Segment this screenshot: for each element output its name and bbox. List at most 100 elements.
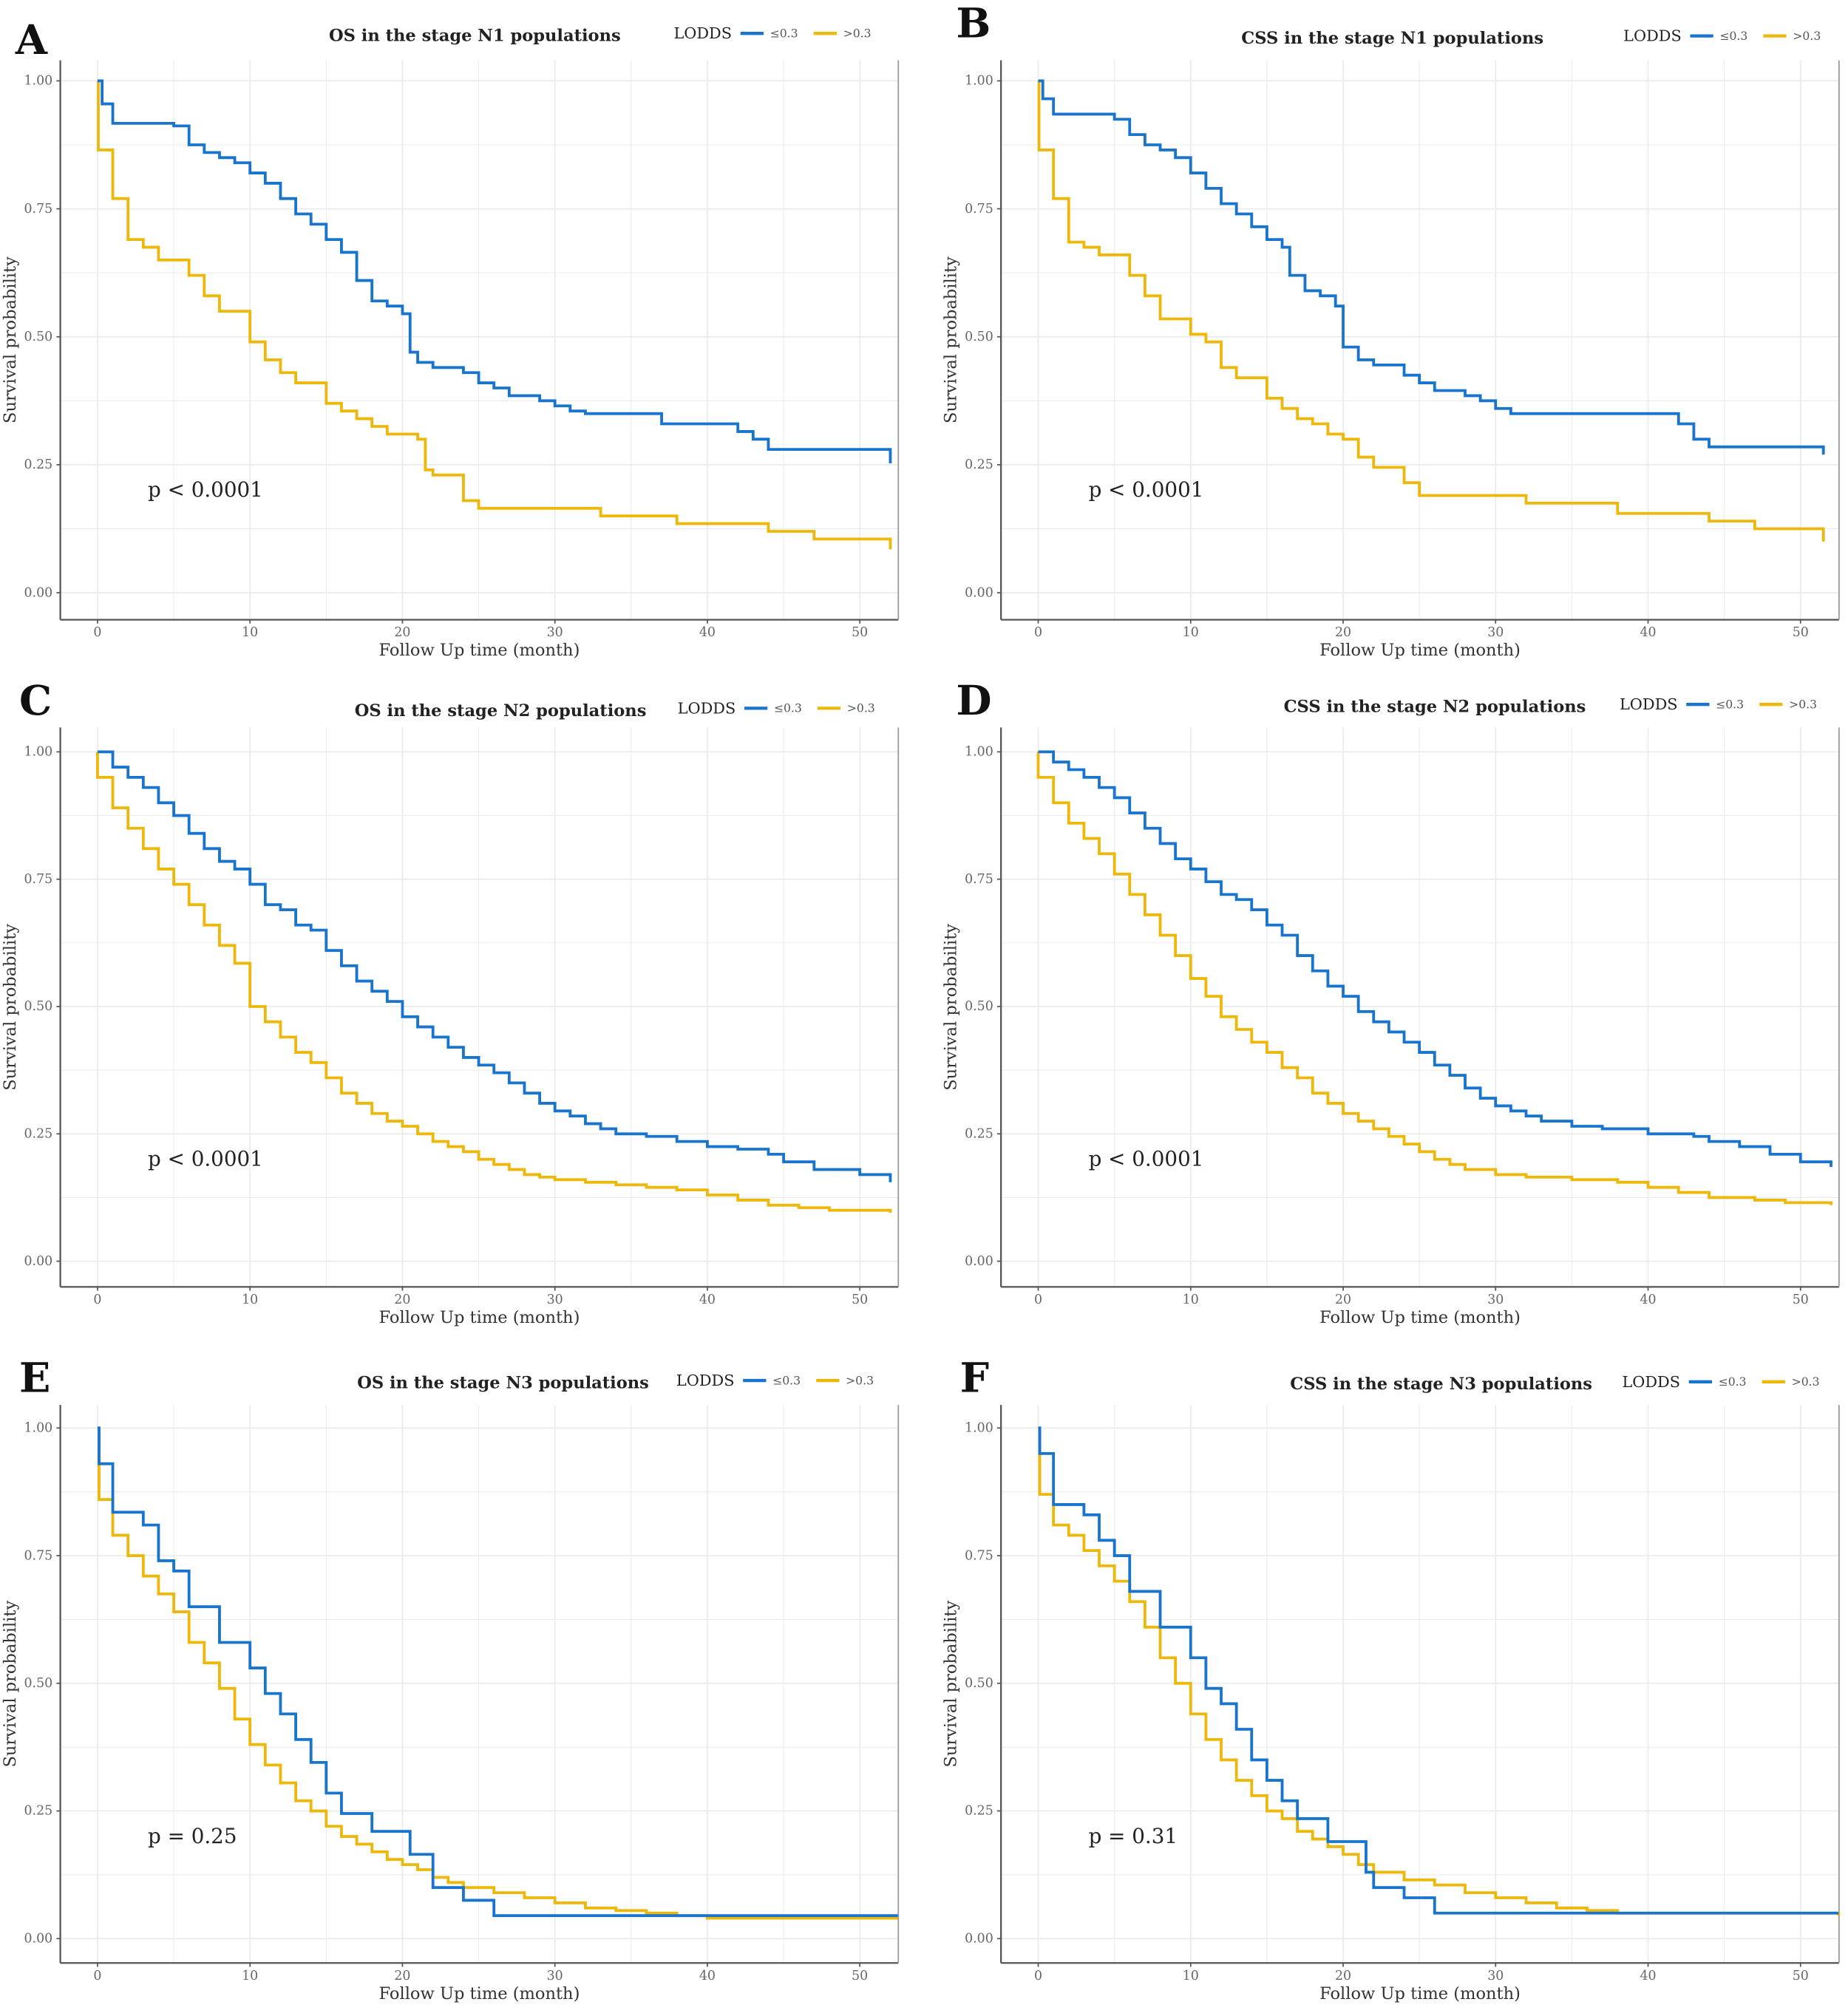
x-tick-label: 50 bbox=[852, 625, 868, 640]
x-tick-label: 30 bbox=[1487, 1969, 1504, 1983]
panel-letter: E bbox=[19, 1355, 50, 1403]
x-axis-label: Follow Up time (month) bbox=[378, 1308, 580, 1327]
survival-curve-low-lodds bbox=[97, 1426, 898, 1918]
y-axis-label: Survival probability bbox=[1, 1601, 20, 1768]
y-tick-label: 1.00 bbox=[24, 1421, 53, 1436]
x-axis-label: Follow Up time (month) bbox=[1319, 1308, 1521, 1327]
panel-title: CSS in the stage N2 populations bbox=[1284, 698, 1586, 717]
p-value: p < 0.0001 bbox=[1089, 1146, 1204, 1171]
legend-label: ≤0.3 bbox=[1719, 30, 1747, 43]
x-tick-label: 20 bbox=[394, 625, 410, 640]
survival-curve-high-lodds bbox=[97, 1426, 898, 1920]
survival-curve-high-lodds bbox=[1038, 1426, 1841, 1916]
survival-curve-high-lodds bbox=[96, 752, 892, 1213]
y-tick-label: 0.00 bbox=[24, 1254, 53, 1269]
y-tick-label: 0.25 bbox=[965, 1127, 993, 1142]
legend-title: LODDS bbox=[678, 699, 736, 717]
panel-title: OS in the stage N3 populations bbox=[357, 1373, 649, 1392]
y-tick-label: 0.25 bbox=[24, 1804, 53, 1819]
y-tick-label: 0.75 bbox=[24, 202, 53, 217]
y-axis-label: Survival probability bbox=[1, 256, 20, 423]
x-tick-label: 40 bbox=[1640, 1969, 1656, 1983]
x-tick-label: 10 bbox=[242, 1969, 258, 1983]
panel-title: CSS in the stage N3 populations bbox=[1290, 1375, 1592, 1394]
panel-letter: D bbox=[956, 677, 991, 725]
legend-label: >0.3 bbox=[847, 702, 875, 715]
y-axis-label: Survival probability bbox=[941, 924, 960, 1091]
y-tick-label: 0.75 bbox=[24, 1548, 53, 1563]
x-tick-label: 30 bbox=[547, 625, 563, 640]
legend-label: ≤0.3 bbox=[774, 702, 802, 715]
p-value: p < 0.0001 bbox=[148, 477, 263, 502]
y-tick-label: 1.00 bbox=[965, 74, 993, 89]
x-tick-label: 20 bbox=[1335, 625, 1351, 640]
x-tick-label: 50 bbox=[852, 1969, 868, 1983]
x-tick-label: 30 bbox=[1487, 1293, 1504, 1307]
x-tick-label: 30 bbox=[1487, 625, 1504, 640]
survival-curve-high-lodds bbox=[1037, 79, 1825, 542]
panel-f: 0.00 0.25 0.50 0.75 1.00 0 10 20 30 40 50 Follow Up… bbox=[941, 1355, 1841, 2003]
legend: LODDS ≤0.3 >0.3 bbox=[1620, 695, 1817, 713]
x-tick-label: 0 bbox=[93, 1293, 101, 1307]
x-tick-label: 0 bbox=[93, 1969, 101, 1983]
legend-label: >0.3 bbox=[1789, 698, 1817, 711]
survival-curve-high-lodds bbox=[97, 79, 892, 550]
panel-title: OS in the stage N2 populations bbox=[355, 701, 647, 721]
y-axis-label: Survival probability bbox=[1, 924, 20, 1091]
legend-label: >0.3 bbox=[846, 1374, 874, 1387]
x-tick-label: 40 bbox=[699, 625, 716, 640]
legend-title: LODDS bbox=[1623, 27, 1682, 45]
legend-title: LODDS bbox=[1620, 695, 1678, 713]
x-tick-label: 30 bbox=[547, 1293, 563, 1307]
y-tick-label: 0.75 bbox=[965, 872, 993, 887]
x-tick-label: 50 bbox=[1793, 625, 1809, 640]
legend-title: LODDS bbox=[673, 24, 732, 42]
x-tick-label: 40 bbox=[699, 1969, 716, 1983]
panel-title: OS in the stage N1 populations bbox=[329, 27, 621, 46]
panel-d: 0.00 0.25 0.50 0.75 1.00 0 10 20 30 40 50 Follow Up… bbox=[941, 677, 1840, 1327]
panel-a: 0.00 0.25 0.50 0.75 1.00 0 10 20 30 40 50 Follow Up… bbox=[1, 16, 900, 660]
y-tick-label: 0.50 bbox=[24, 330, 53, 344]
panel-b: 0.00 0.25 0.50 0.75 1.00 0 10 20 30 40 50 Follow Up… bbox=[941, 0, 1840, 660]
legend-title: LODDS bbox=[676, 1372, 735, 1389]
x-tick-label: 0 bbox=[1034, 1969, 1042, 1983]
y-tick-label: 0.50 bbox=[24, 999, 53, 1014]
legend: LODDS ≤0.3 >0.3 bbox=[678, 699, 875, 717]
p-value: p = 0.25 bbox=[148, 1824, 237, 1848]
y-tick-label: 0.75 bbox=[24, 872, 53, 887]
survival-curve-high-lodds bbox=[1036, 752, 1832, 1205]
x-tick-label: 50 bbox=[1793, 1293, 1809, 1307]
legend: LODDS ≤0.3 >0.3 bbox=[1623, 27, 1821, 45]
x-tick-label: 0 bbox=[1034, 625, 1042, 640]
panel-e: 0.00 0.25 0.50 0.75 1.00 0 10 20 30 40 50 Follow Up… bbox=[1, 1355, 900, 2003]
y-tick-label: 0.25 bbox=[24, 457, 53, 472]
y-axis-label: Survival probability bbox=[941, 1601, 960, 1768]
panel-letter: A bbox=[15, 16, 48, 64]
x-tick-label: 50 bbox=[1793, 1969, 1809, 1983]
survival-curve-low-lodds bbox=[97, 79, 892, 463]
x-axis-label: Follow Up time (month) bbox=[378, 1984, 580, 2003]
survival-curve-low-lodds bbox=[1038, 1426, 1839, 1915]
legend-title: LODDS bbox=[1622, 1373, 1680, 1391]
legend-label: ≤0.3 bbox=[1719, 1375, 1747, 1389]
x-tick-label: 40 bbox=[1640, 1293, 1656, 1307]
legend-label: ≤0.3 bbox=[1716, 698, 1744, 711]
y-tick-label: 0.00 bbox=[24, 585, 53, 600]
legend-label: ≤0.3 bbox=[770, 27, 798, 40]
x-axis-label: Follow Up time (month) bbox=[1319, 1984, 1521, 2003]
x-tick-label: 20 bbox=[1335, 1969, 1351, 1983]
y-tick-label: 0.00 bbox=[965, 585, 993, 600]
y-tick-label: 0.00 bbox=[965, 1254, 993, 1269]
x-tick-label: 20 bbox=[394, 1293, 410, 1307]
legend-label: >0.3 bbox=[1793, 30, 1821, 43]
y-tick-label: 0.00 bbox=[24, 1931, 53, 1946]
legend-label: ≤0.3 bbox=[772, 1374, 801, 1387]
survival-curve-low-lodds bbox=[97, 750, 892, 1182]
y-tick-label: 0.50 bbox=[24, 1676, 53, 1691]
y-tick-label: 0.75 bbox=[965, 202, 993, 217]
legend: LODDS ≤0.3 >0.3 bbox=[676, 1372, 874, 1389]
x-tick-label: 0 bbox=[93, 625, 101, 640]
legend: LODDS ≤0.3 >0.3 bbox=[1622, 1373, 1819, 1391]
y-tick-label: 0.00 bbox=[965, 1931, 993, 1946]
